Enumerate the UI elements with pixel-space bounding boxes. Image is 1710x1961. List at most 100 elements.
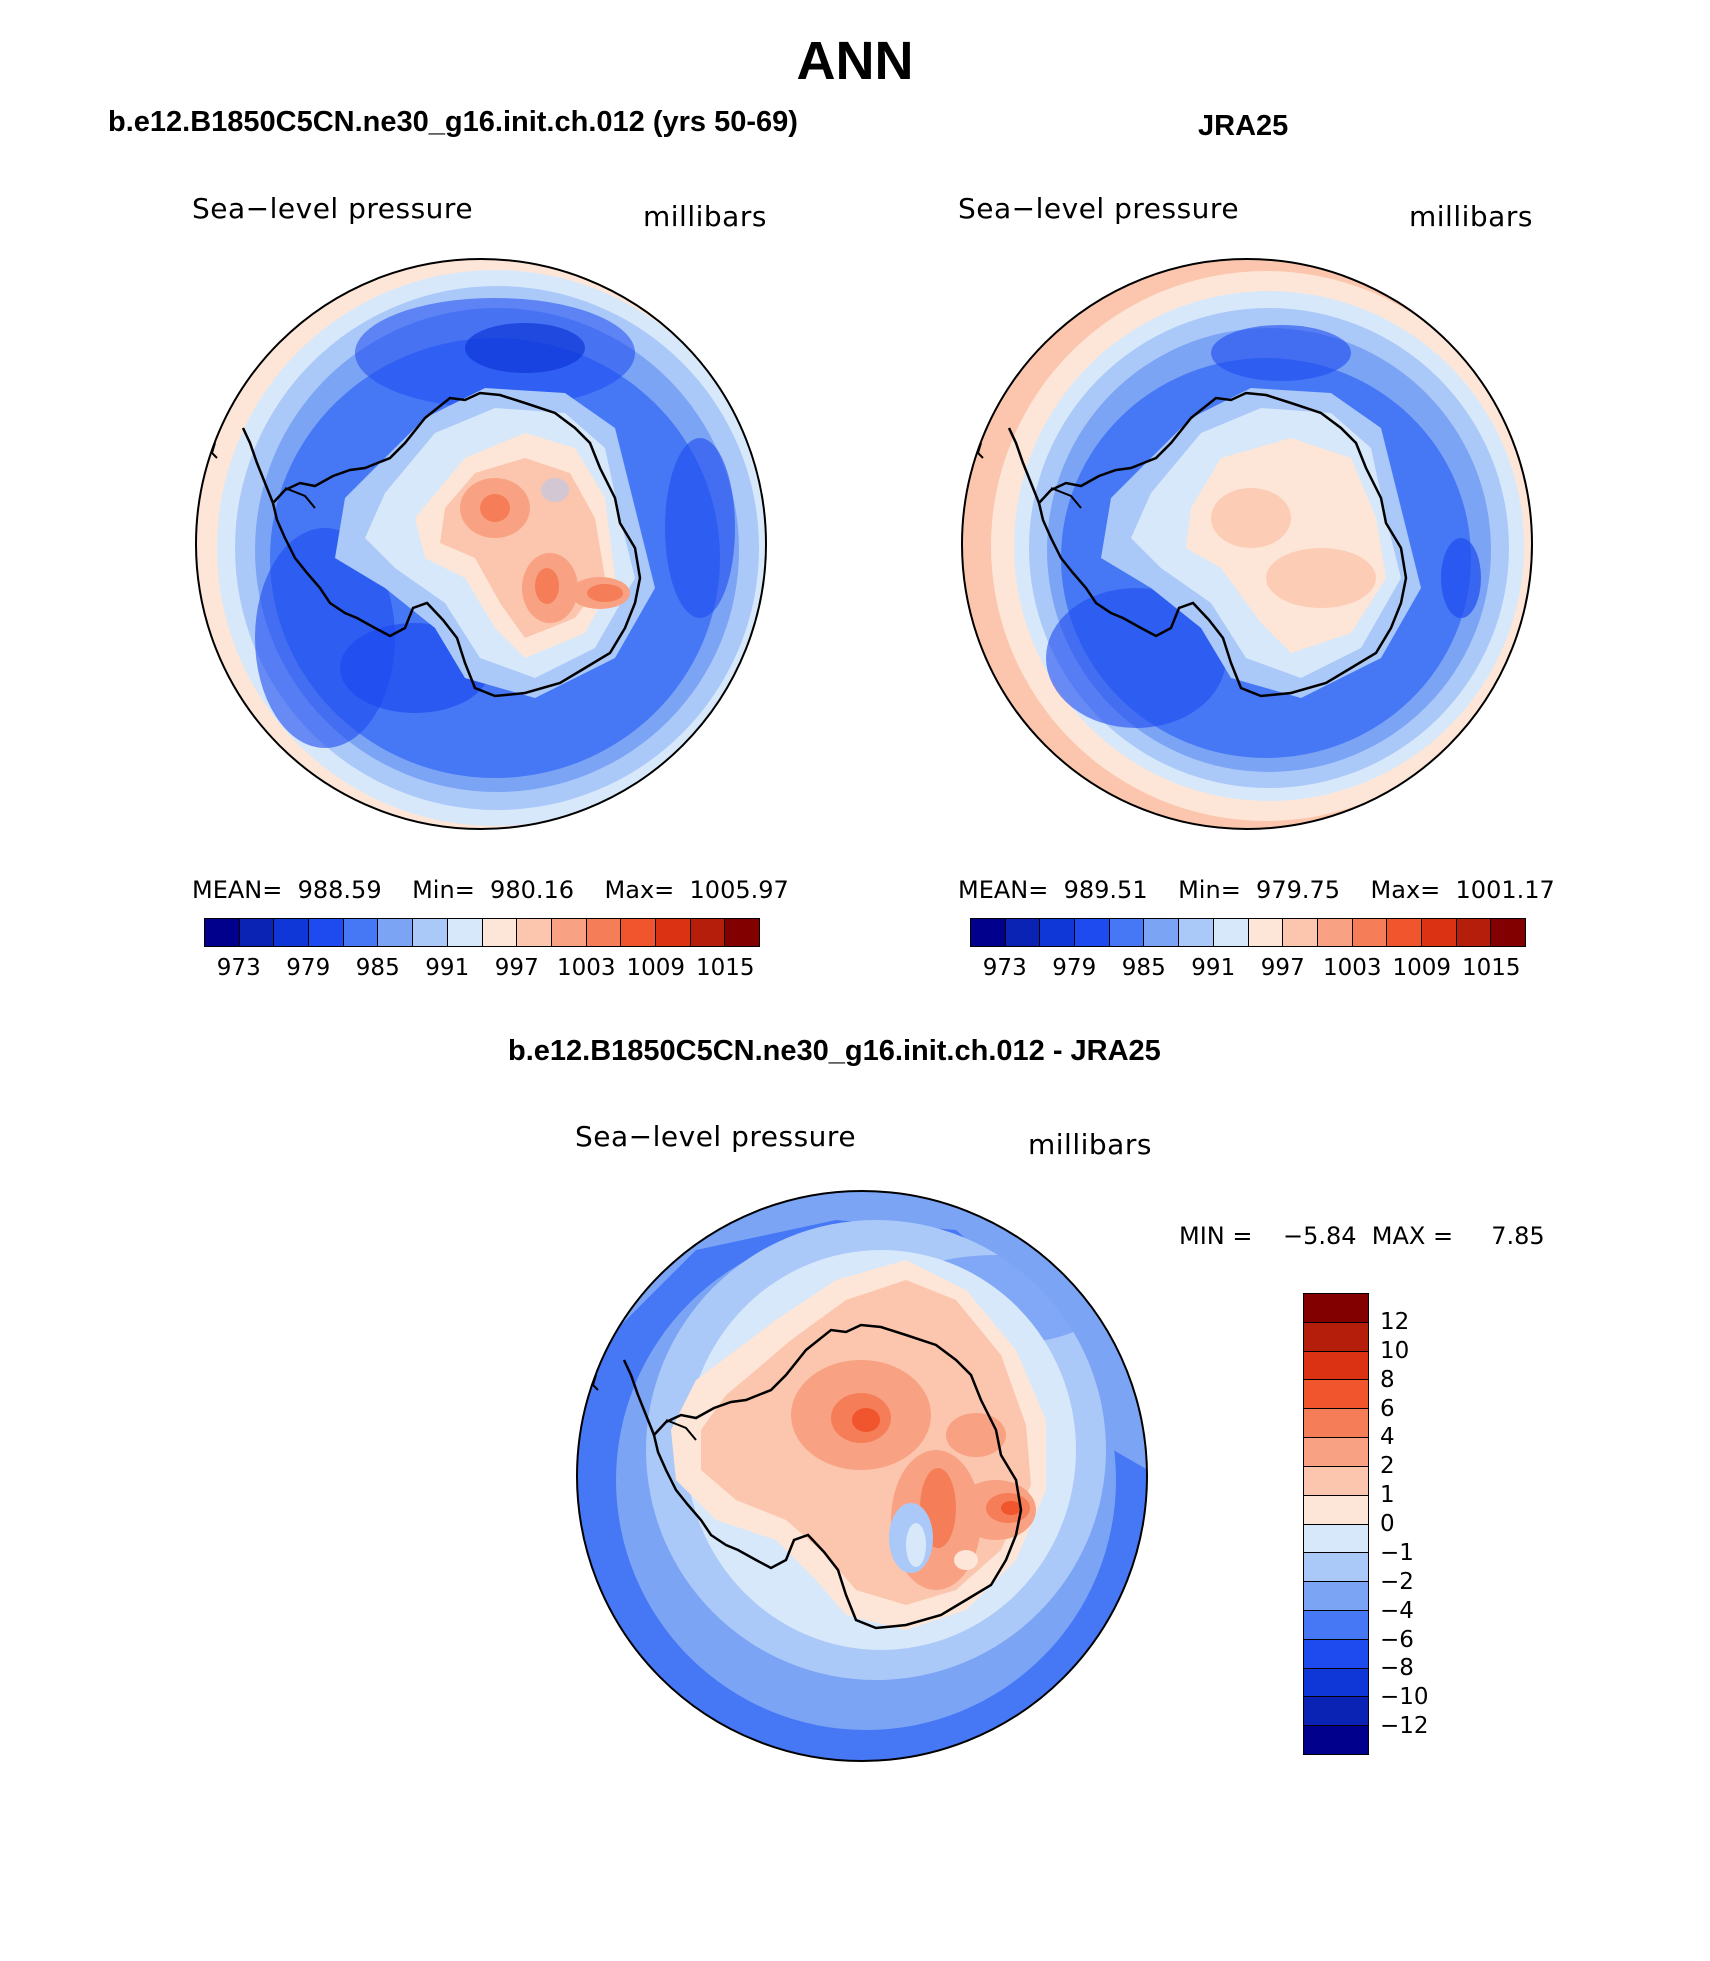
colorbar-tick-label: 973 <box>216 955 261 981</box>
colorbar-swatch <box>1304 1466 1368 1496</box>
colorbar-tick-label: 1003 <box>1322 955 1382 981</box>
colorbar-tick-label: −12 <box>1380 1713 1429 1740</box>
diff-panel-colorbar <box>1303 1293 1369 1755</box>
panel-2-colorbar <box>970 918 1526 947</box>
colorbar-swatch <box>378 919 414 946</box>
colorbar-tick-label: 12 <box>1380 1308 1410 1335</box>
colorbar-swatch <box>343 919 379 946</box>
colorbar-swatch <box>621 919 656 946</box>
colorbar-tick-label: −10 <box>1380 1684 1429 1711</box>
colorbar-swatch <box>1040 919 1076 946</box>
colorbar-swatch <box>1109 919 1145 946</box>
colorbar-swatch <box>1179 919 1214 946</box>
panel-1-colorbar-ticks: 973 979 985 991 997 1003 1009 1015 <box>204 955 760 985</box>
colorbar-swatch <box>1213 919 1249 946</box>
colorbar-swatch <box>1304 1380 1368 1410</box>
colorbar-tick-label: 985 <box>1121 955 1166 981</box>
colorbar-swatch <box>1491 919 1525 946</box>
colorbar-tick-label: 973 <box>982 955 1027 981</box>
colorbar-swatch <box>482 919 518 946</box>
colorbar-tick-label: 8 <box>1380 1366 1395 1393</box>
diff-panel-polar-map <box>576 1190 1148 1762</box>
colorbar-swatch <box>1304 1582 1368 1611</box>
diff-panel-variable-label: Sea−level pressure <box>575 1120 857 1153</box>
colorbar-swatch <box>1304 1322 1368 1352</box>
colorbar-swatch <box>1005 919 1041 946</box>
panel-2-colorbar-ticks: 973 979 985 991 997 1003 1009 1015 <box>970 955 1526 985</box>
colorbar-tick-label: 991 <box>425 955 470 981</box>
colorbar-swatch <box>1304 1726 1368 1754</box>
colorbar-tick-label: 1 <box>1380 1482 1395 1509</box>
panel-1-polar-map <box>195 258 767 830</box>
colorbar-tick-label: 1003 <box>556 955 616 981</box>
colorbar-swatch <box>1317 919 1353 946</box>
colorbar-tick-label: 1009 <box>626 955 686 981</box>
diff-panel-heading: b.e12.B1850C5CN.ne30_g16.init.ch.012 - J… <box>508 1035 1161 1067</box>
colorbar-tick-label: 997 <box>1260 955 1305 981</box>
panel-1-variable-label: Sea−level pressure <box>192 192 474 225</box>
colorbar-tick-label: 0 <box>1380 1511 1395 1537</box>
panel-1-units-label: millibars <box>643 200 767 233</box>
panel-1-heading: b.e12.B1850C5CN.ne30_g16.init.ch.012 (yr… <box>108 106 798 138</box>
colorbar-swatch <box>447 919 483 946</box>
colorbar-swatch <box>725 919 759 946</box>
panel-1-colorbar <box>204 918 760 947</box>
colorbar-swatch <box>1304 1294 1368 1323</box>
colorbar-tick-label: −8 <box>1380 1655 1414 1682</box>
colorbar-swatch <box>1304 1351 1368 1381</box>
colorbar-tick-label: 4 <box>1380 1424 1395 1451</box>
panel-2-units-label: millibars <box>1409 200 1533 233</box>
panel-2-stats: MEAN= 989.51 Min= 979.75 Max= 1001.17 <box>958 876 1555 904</box>
colorbar-swatch <box>1387 919 1422 946</box>
colorbar-swatch <box>1144 919 1180 946</box>
colorbar-swatch <box>205 919 240 946</box>
colorbar-swatch <box>1304 1495 1368 1525</box>
panel-2-variable-label: Sea−level pressure <box>958 192 1240 225</box>
colorbar-swatch <box>1075 919 1110 946</box>
colorbar-swatch <box>1304 1697 1368 1727</box>
colorbar-swatch <box>1304 1610 1368 1640</box>
colorbar-swatch <box>586 919 622 946</box>
colorbar-swatch <box>551 919 587 946</box>
colorbar-tick-label: −2 <box>1380 1568 1414 1595</box>
colorbar-swatch <box>655 919 691 946</box>
panel-2-heading: JRA25 <box>1198 110 1289 142</box>
panel-1-stats: MEAN= 988.59 Min= 980.16 Max= 1005.97 <box>192 876 789 904</box>
colorbar-tick-label: −4 <box>1380 1597 1414 1624</box>
colorbar-tick-label: −6 <box>1380 1626 1414 1653</box>
panel-2-polar-map <box>961 258 1533 830</box>
colorbar-swatch <box>239 919 275 946</box>
colorbar-swatch <box>1304 1668 1368 1698</box>
colorbar-tick-label: 979 <box>286 955 331 981</box>
colorbar-swatch <box>971 919 1006 946</box>
colorbar-swatch <box>1304 1438 1368 1467</box>
colorbar-tick-label: 6 <box>1380 1395 1395 1422</box>
colorbar-tick-label: 1015 <box>695 955 755 981</box>
colorbar-swatch <box>1304 1524 1368 1554</box>
colorbar-swatch <box>517 919 552 946</box>
colorbar-swatch <box>1304 1409 1368 1439</box>
colorbar-swatch <box>1456 919 1492 946</box>
colorbar-tick-label: 1009 <box>1392 955 1452 981</box>
colorbar-tick-label: 1015 <box>1461 955 1521 981</box>
colorbar-swatch <box>1248 919 1284 946</box>
colorbar-swatch <box>1421 919 1457 946</box>
colorbar-swatch <box>274 919 310 946</box>
colorbar-tick-label: 997 <box>494 955 539 981</box>
colorbar-swatch <box>690 919 726 946</box>
diff-panel-stats: MIN = −5.84 MAX = 7.85 <box>1179 1222 1545 1250</box>
colorbar-swatch <box>309 919 344 946</box>
colorbar-swatch <box>1352 919 1388 946</box>
colorbar-tick-label: 979 <box>1052 955 1097 981</box>
colorbar-swatch <box>1304 1639 1368 1669</box>
colorbar-tick-label: 2 <box>1380 1453 1395 1480</box>
diff-panel-units-label: millibars <box>1028 1128 1152 1161</box>
figure-title: ANN <box>796 31 914 91</box>
colorbar-tick-label: 10 <box>1380 1337 1410 1364</box>
colorbar-tick-label: −1 <box>1380 1539 1414 1566</box>
colorbar-swatch <box>413 919 448 946</box>
colorbar-swatch <box>1283 919 1318 946</box>
colorbar-tick-label: 985 <box>355 955 400 981</box>
colorbar-tick-label: 991 <box>1191 955 1236 981</box>
colorbar-swatch <box>1304 1553 1368 1583</box>
